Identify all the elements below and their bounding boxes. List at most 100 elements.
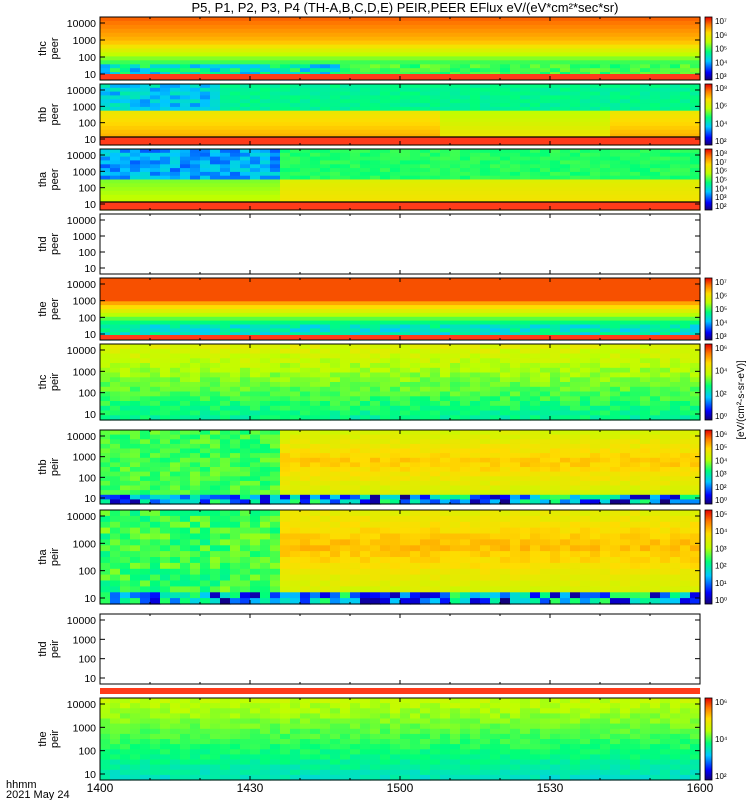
- colorbar-tick-label: 10⁷: [715, 158, 727, 167]
- colorbar-tick-label: 10⁴: [715, 367, 728, 376]
- y-tick-label: 100: [78, 654, 96, 666]
- colorbar-tick-label: 10⁷: [715, 17, 727, 26]
- y-tick-label: 10000: [67, 699, 96, 711]
- y-tick-label: 1000: [73, 35, 97, 47]
- x-tick-label: 1600: [687, 781, 714, 795]
- colorbar-tick-label: 10⁶: [715, 698, 727, 707]
- colorbar-tick-label: 10³: [715, 332, 727, 341]
- panel-thd-peer: 10 100 1000 10000 thdpeer: [37, 213, 701, 275]
- panel-tha-peir: 10 100 1000 10000 thapeir 10⁰ 10¹ 10² 10³ 10⁴ 10⁵: [37, 509, 728, 605]
- colorbar: [704, 148, 713, 211]
- panel-thb-peir: 10 100 1000 10000 thbpeir 10⁰ 10² 10³ 10⁴ 10⁵ 10⁶: [37, 429, 728, 505]
- y-tick-label: 1000: [73, 366, 97, 378]
- colorbar-tick-label: 10⁰: [715, 412, 727, 421]
- colorbar-tick-label: 10⁴: [715, 119, 728, 128]
- colorbar-tick-label: 10³: [715, 544, 727, 553]
- y-tick-label: 10000: [67, 215, 96, 227]
- panel-label: thbpeer: [37, 103, 61, 125]
- colorbar-tick-label: 10²: [715, 389, 727, 398]
- colorbar-tick-label: 10²: [715, 562, 727, 571]
- colorbar-tick-label: 10⁴: [715, 184, 728, 193]
- x-tick-label: 1430: [237, 781, 264, 795]
- y-tick-label: 10: [84, 69, 96, 81]
- colorbar-tick-label: 10⁶: [715, 31, 727, 40]
- colorbar: [704, 83, 713, 146]
- panel-label: thapeir: [37, 547, 61, 566]
- colorbar-tick-label: 10⁶: [715, 167, 727, 176]
- colorbar-tick-label: 10⁵: [715, 305, 727, 314]
- y-tick-label: 10: [84, 593, 96, 605]
- y-tick-label: 10000: [67, 431, 96, 443]
- x-tick-label: 1530: [537, 781, 564, 795]
- panel-label: thepeir: [37, 729, 61, 748]
- y-tick-label: 10: [84, 263, 96, 275]
- y-tick-label: 10: [84, 673, 96, 685]
- y-tick-label: 1000: [73, 231, 97, 243]
- colorbar-tick-label: 10²: [715, 772, 727, 781]
- colorbar-tick-label: 10³: [715, 193, 727, 202]
- colorbar-tick-label: 10⁰: [715, 496, 727, 505]
- y-tick-label: 10000: [67, 18, 96, 30]
- colorbar-tick-label: 10²: [715, 202, 727, 211]
- colorbar-tick-label: 10¹: [715, 579, 727, 588]
- y-tick-label: 100: [78, 746, 96, 758]
- colorbar-tick-label: 10⁶: [715, 292, 727, 301]
- y-tick-label: 1000: [73, 634, 97, 646]
- colorbar-tick-label: 10⁵: [715, 176, 727, 185]
- y-tick-label: 100: [78, 388, 96, 400]
- y-tick-label: 10: [84, 493, 96, 505]
- heatmap-cells: [100, 698, 701, 781]
- y-tick-label: 1000: [73, 452, 97, 464]
- panel-label: thbpeir: [37, 457, 61, 476]
- colorbar-label: [eV/(cm²-s-sr-eV)]: [736, 360, 747, 440]
- colorbar-tick-label: 10⁴: [715, 735, 728, 744]
- panel-label: thcpeer: [37, 37, 61, 59]
- heatmap-cells: [100, 510, 701, 605]
- y-tick-label: 10: [84, 329, 96, 341]
- y-tick-label: 1000: [73, 722, 97, 734]
- panel-label: thapeer: [37, 168, 61, 190]
- x-tick-label: 1400: [87, 781, 114, 795]
- y-tick-label: 100: [78, 118, 96, 130]
- panel-thc-peer: 10 100 1000 10000 thcpeer 10³ 10⁴ 10⁵ 10⁶ 10⁷: [37, 16, 728, 81]
- colorbar-tick-label: 10³: [715, 470, 727, 479]
- panel-thc-peir: 10 100 1000 10000 thcpeir 10⁰ 10² 10⁴ 10⁶: [37, 343, 728, 421]
- colorbar-tick-label: 10⁸: [715, 84, 727, 93]
- x-axis-date: 2021 May 24: [6, 789, 70, 800]
- colorbar-tick-label: 10⁶: [715, 430, 727, 439]
- colorbar-tick-label: 10⁵: [715, 45, 727, 54]
- panel-thd-peir: 10 100 1000 10000 thdpeir: [37, 613, 701, 685]
- y-tick-label: 100: [78, 52, 96, 64]
- panel-frame: [99, 213, 701, 275]
- colorbar: [704, 343, 713, 421]
- colorbar: [704, 697, 713, 781]
- y-tick-label: 10000: [67, 345, 96, 357]
- y-tick-label: 10: [84, 769, 96, 781]
- heatmap-cells: [100, 149, 701, 211]
- panel-label: thcpeir: [37, 372, 61, 391]
- colorbar-tick-label: 10⁷: [715, 278, 727, 287]
- panel-the-peer: 10 100 1000 10000 thepeer 10³ 10⁴ 10⁵ 10⁶ 10⁷: [37, 277, 728, 341]
- colorbar-tick-label: 10⁴: [715, 456, 728, 465]
- colorbar-tick-label: 10⁴: [715, 319, 728, 328]
- y-tick-label: 10000: [67, 615, 96, 627]
- colorbar: [704, 16, 713, 81]
- colorbar-tick-label: 10⁴: [715, 527, 728, 536]
- colorbar-tick-label: 10³: [715, 72, 727, 81]
- panel-the-peir: 10 100 1000 10000 thepeir 10² 10⁴ 10⁶: [37, 688, 728, 781]
- top-band: [100, 688, 700, 694]
- colorbar-tick-label: 10⁴: [715, 58, 728, 67]
- y-tick-label: 100: [78, 472, 96, 484]
- colorbar: [704, 277, 713, 341]
- y-tick-label: 100: [78, 183, 96, 195]
- panel-thb-peer: 10 100 1000 10000 thbpeer 10² 10⁴ 10⁶ 10⁸: [37, 83, 728, 146]
- heatmap-cells: [100, 17, 701, 81]
- chart-title: P5, P1, P2, P3, P4 (TH-A,B,C,D,E) PEIR,P…: [191, 0, 619, 15]
- y-tick-label: 10: [84, 409, 96, 421]
- colorbar-tick-label: 10²: [715, 483, 727, 492]
- heatmap-cells: [100, 84, 701, 146]
- y-tick-label: 10000: [67, 279, 96, 291]
- colorbar: [704, 509, 713, 605]
- colorbar-tick-label: 10²: [715, 137, 727, 146]
